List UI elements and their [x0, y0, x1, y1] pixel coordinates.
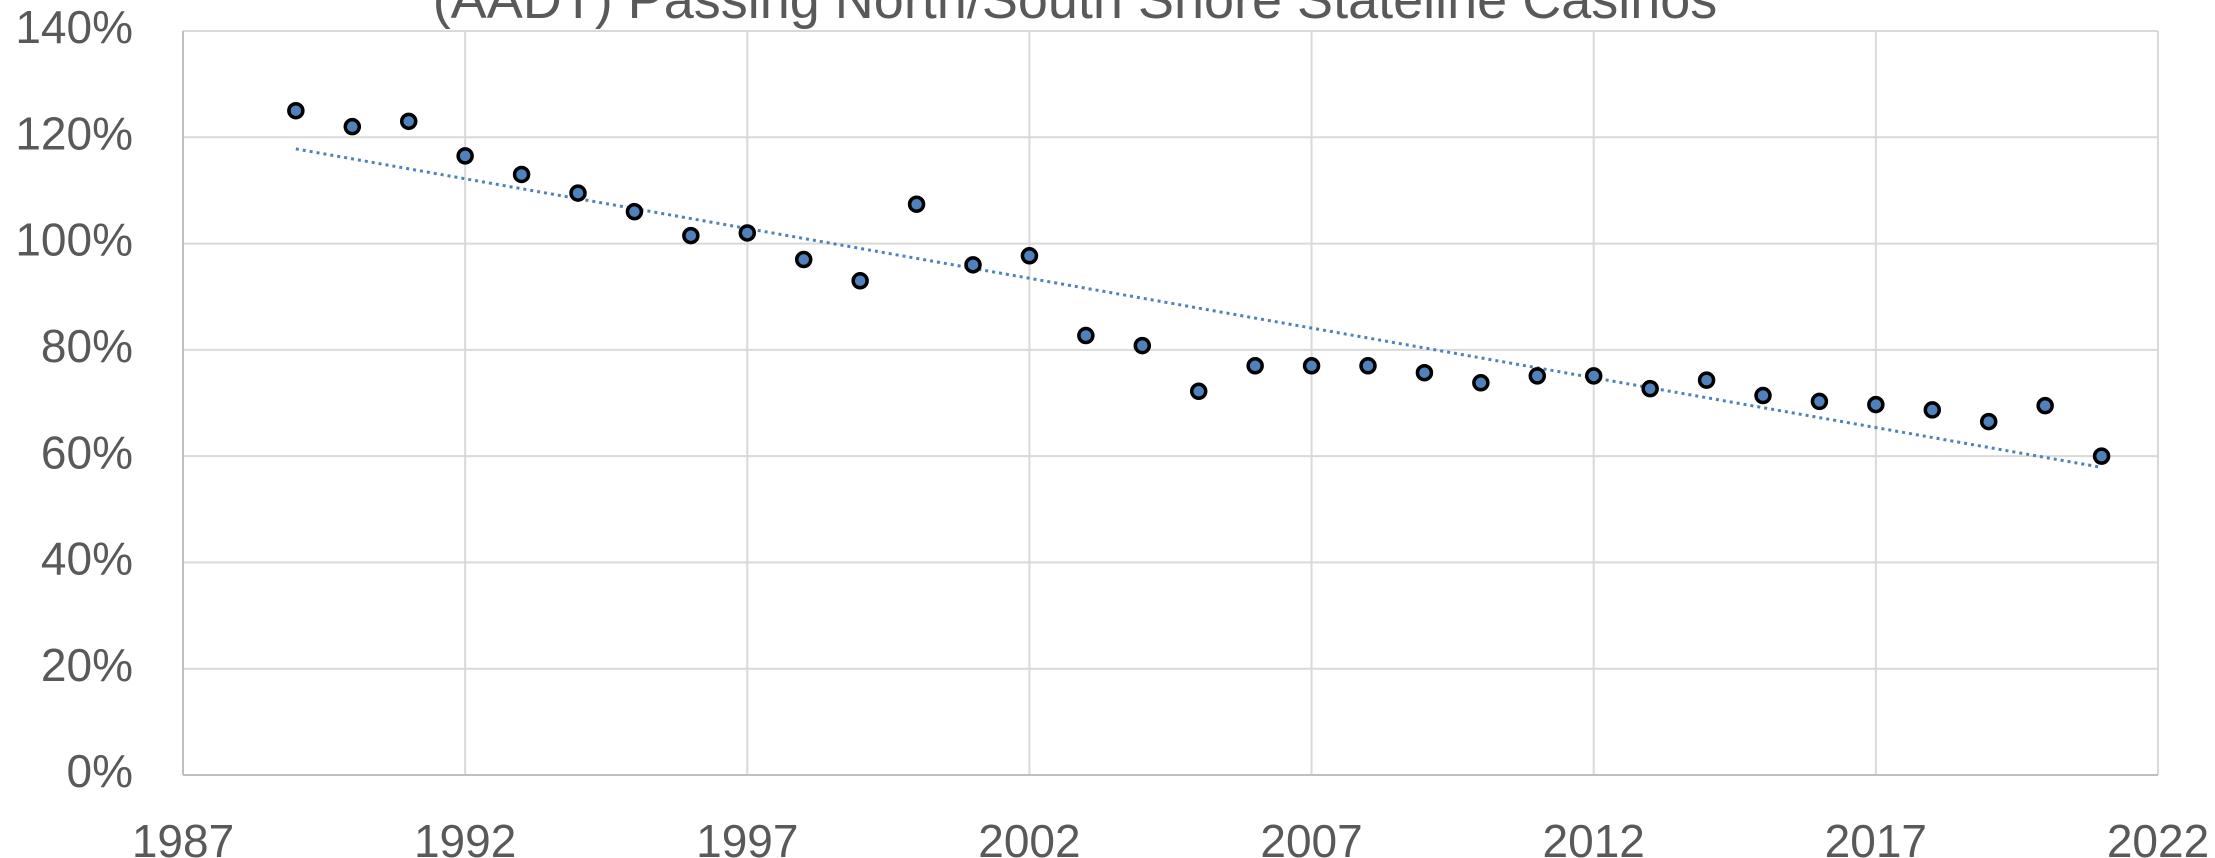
- data-point: [1584, 367, 1603, 385]
- y-tick-label: 120%: [15, 107, 133, 159]
- y-tick-label: 100%: [15, 214, 133, 266]
- data-point: [1020, 247, 1039, 265]
- data-point: [1867, 395, 1885, 414]
- y-tick-label: 60%: [41, 426, 133, 478]
- x-tick-label: 2017: [1825, 815, 1927, 858]
- x-tick-label: 2002: [978, 815, 1080, 858]
- data-point: [794, 250, 813, 269]
- data-point: [2092, 447, 2111, 465]
- x-tick-label: 2007: [1260, 815, 1362, 858]
- data-point: [738, 224, 757, 242]
- data-point: [1302, 357, 1321, 375]
- data-point: [907, 195, 926, 213]
- data-point: [287, 101, 305, 120]
- data-point: [1246, 357, 1264, 375]
- data-point: [1754, 386, 1772, 405]
- data-point: [343, 117, 362, 136]
- data-point: [512, 165, 531, 184]
- trendline: [295, 147, 2102, 469]
- data-point: [1133, 336, 1152, 355]
- data-point: [1923, 401, 1942, 419]
- y-tick-label: 80%: [41, 320, 133, 372]
- data-point: [2036, 396, 2054, 415]
- x-tick-label: 1992: [414, 815, 516, 858]
- data-point: [1077, 326, 1095, 345]
- data-point: [399, 112, 418, 131]
- y-tick-label: 0%: [67, 745, 133, 797]
- data-point: [1697, 371, 1716, 389]
- chart-title: (AADT) Passing North/South Shore Stateli…: [433, 0, 1718, 30]
- data-point: [1189, 382, 1208, 401]
- y-tick-label: 20%: [41, 639, 133, 691]
- data-point: [1979, 412, 1998, 431]
- data-point: [1528, 367, 1547, 385]
- x-tick-label: 1987: [132, 815, 234, 858]
- data-point: [964, 256, 982, 274]
- x-tick-label: 2022: [2107, 815, 2209, 858]
- data-point: [1810, 392, 1829, 411]
- data-point: [851, 272, 869, 290]
- data-point: [1641, 379, 1659, 398]
- data-point: [682, 226, 700, 245]
- data-point: [569, 184, 587, 202]
- x-tick-label: 1997: [696, 815, 798, 858]
- data-point: [625, 202, 644, 221]
- y-tick-label: 140%: [15, 1, 133, 53]
- x-tick-label: 2012: [1543, 815, 1645, 858]
- y-tick-label: 40%: [41, 533, 133, 585]
- data-point: [1359, 357, 1377, 375]
- data-point: [1415, 363, 1434, 382]
- data-point: [456, 147, 474, 165]
- data-point: [1472, 374, 1490, 392]
